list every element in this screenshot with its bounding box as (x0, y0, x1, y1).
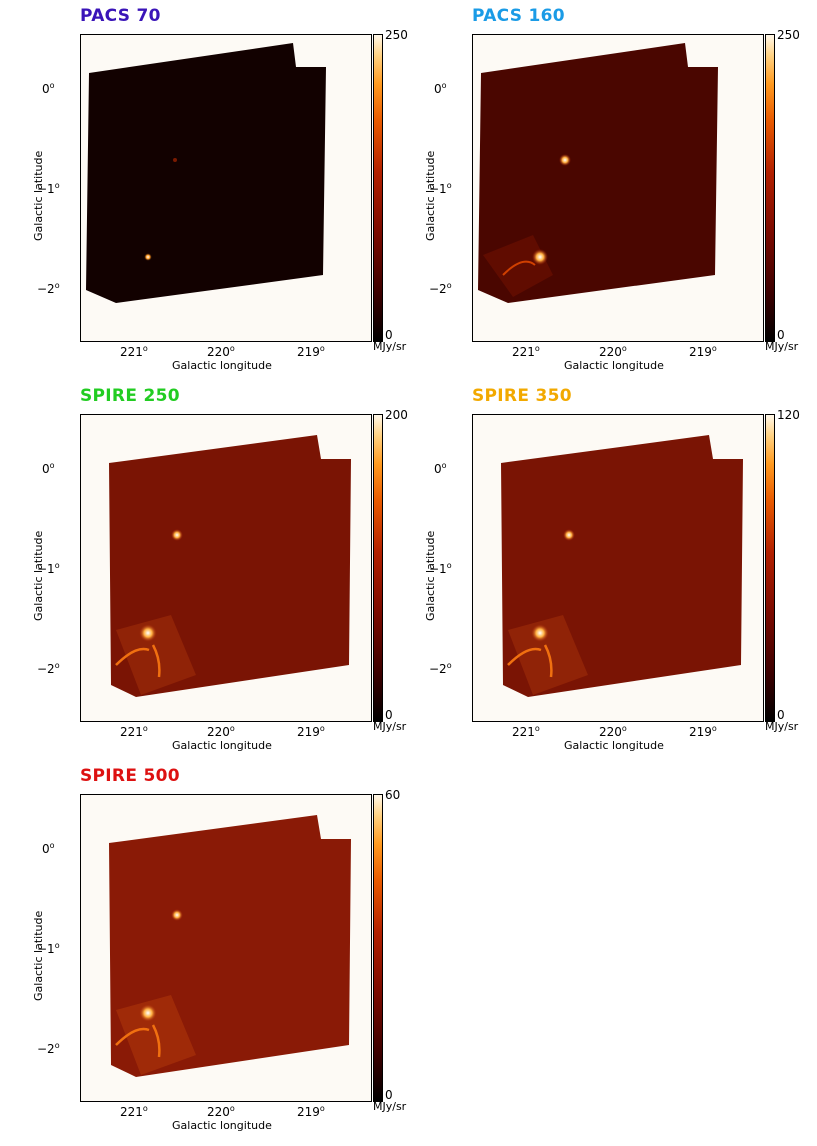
xtick: 221o (120, 344, 148, 359)
xtick: 221o (512, 344, 540, 359)
x-axis-label: Galactic longitude (172, 359, 272, 372)
map-image (80, 414, 372, 722)
colorbar-max: 120 (777, 408, 800, 422)
colorbar-min: 0 (385, 1088, 393, 1102)
ytick: 0o (42, 81, 55, 96)
y-axis-label: Galactic latitude (424, 150, 437, 241)
xtick: 221o (512, 724, 540, 739)
colorbar-max: 250 (777, 28, 800, 42)
y-axis-label: Galactic latitude (32, 910, 45, 1001)
xtick: 219o (689, 344, 717, 359)
ytick: −1o (429, 181, 452, 196)
panel-spire350: SPIRE 350 120 0 MJy/sr 0o −1o −2o 221o 2… (392, 386, 800, 766)
panel-title: SPIRE 500 (80, 766, 180, 786)
colorbar-min: 0 (385, 328, 393, 342)
xtick: 220o (207, 1104, 235, 1119)
ytick: −1o (429, 561, 452, 576)
y-axis-label: Galactic latitude (424, 530, 437, 621)
xtick: 219o (689, 724, 717, 739)
ytick: 0o (42, 461, 55, 476)
xtick: 219o (297, 1104, 325, 1119)
panel-title: SPIRE 350 (472, 386, 572, 406)
x-axis-label: Galactic longitude (172, 739, 272, 752)
colorbar-max: 200 (385, 408, 408, 422)
ytick: −2o (429, 661, 452, 676)
colorbar-unit: MJy/sr (373, 1100, 407, 1113)
panel-title: SPIRE 250 (80, 386, 180, 406)
xtick: 219o (297, 344, 325, 359)
colorbar-min: 0 (385, 708, 393, 722)
ytick: −1o (37, 561, 60, 576)
colorbar (765, 414, 775, 722)
x-axis-label: Galactic longitude (564, 359, 664, 372)
xtick: 220o (207, 724, 235, 739)
ytick: 0o (434, 81, 447, 96)
map-image (472, 34, 764, 342)
panel-spire500: SPIRE 500 60 0 MJy/sr 0o −1o −2o 221o 22… (0, 766, 406, 1146)
ytick: −1o (37, 941, 60, 956)
map-image (80, 34, 372, 342)
ytick: −2o (37, 281, 60, 296)
panel-title: PACS 70 (80, 6, 161, 26)
panel-title: PACS 160 (472, 6, 565, 26)
ytick: 0o (434, 461, 447, 476)
ytick: −1o (37, 181, 60, 196)
map-svg (86, 43, 326, 303)
ytick: −2o (37, 1041, 60, 1056)
colorbar-max: 60 (385, 788, 401, 802)
panel-spire250: SPIRE 250 200 0 MJy/sr 0o −1o −2o 221o 2… (0, 386, 408, 766)
x-axis-label: Galactic longitude (172, 1119, 272, 1132)
xtick: 221o (120, 1104, 148, 1119)
colorbar (373, 414, 383, 722)
xtick: 219o (297, 724, 325, 739)
x-axis-label: Galactic longitude (564, 739, 664, 752)
colorbar-unit: MJy/sr (765, 720, 799, 733)
ytick: −2o (37, 661, 60, 676)
ytick: 0o (42, 841, 55, 856)
colorbar-max: 250 (385, 28, 408, 42)
colorbar (765, 34, 775, 342)
panel-pacs160: PACS 160 250 0 MJy/sr 0o −1o −2o 221o 22… (392, 6, 800, 386)
colorbar-min: 0 (777, 708, 785, 722)
colorbar (373, 794, 383, 1102)
ytick: −2o (429, 281, 452, 296)
xtick: 220o (599, 724, 627, 739)
colorbar-unit: MJy/sr (373, 720, 407, 733)
xtick: 220o (207, 344, 235, 359)
colorbar-min: 0 (777, 328, 785, 342)
map-image (80, 794, 372, 1102)
panel-pacs70: PACS 70 250 0 MJy/sr 0o −1o −2o 221o 220… (0, 6, 408, 386)
map-image (472, 414, 764, 722)
colorbar-unit: MJy/sr (765, 340, 799, 353)
xtick: 221o (120, 724, 148, 739)
y-axis-label: Galactic latitude (32, 150, 45, 241)
y-axis-label: Galactic latitude (32, 530, 45, 621)
xtick: 220o (599, 344, 627, 359)
colorbar (373, 34, 383, 342)
colorbar-unit: MJy/sr (373, 340, 407, 353)
